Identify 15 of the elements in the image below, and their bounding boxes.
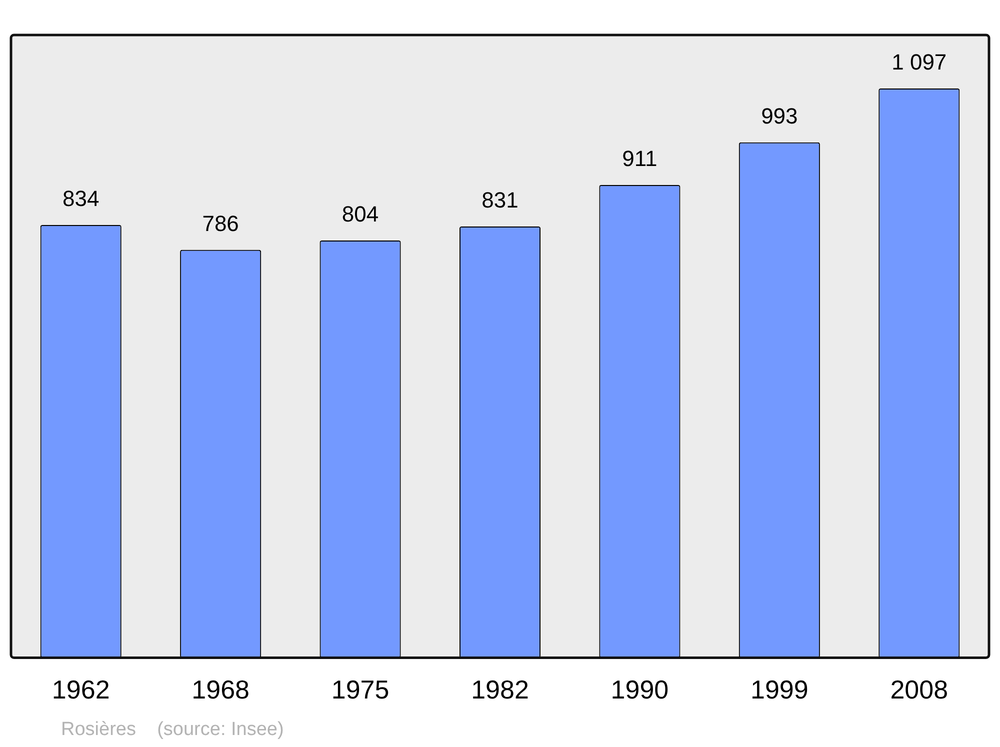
data-label: 786 <box>202 210 239 236</box>
data-label: 831 <box>482 188 518 213</box>
data-label: 804 <box>342 202 379 227</box>
text: Rosières (source: Insee) <box>61 719 284 740</box>
data-label: 834 <box>62 186 100 212</box>
data-label: 1 097 <box>892 50 947 75</box>
x-tick-label: 1975 <box>331 674 390 705</box>
x-tick-label: 1962 <box>52 674 110 705</box>
data-label: 993 <box>761 103 798 128</box>
x-tick-label: 1990 <box>610 674 669 705</box>
data-label: 911 <box>622 146 658 172</box>
x-tick-label: 1999 <box>750 674 808 705</box>
x-tick-label: 2008 <box>890 674 948 705</box>
x-tick-label: 1968 <box>192 674 250 705</box>
x-tick-label: 1982 <box>471 674 529 705</box>
